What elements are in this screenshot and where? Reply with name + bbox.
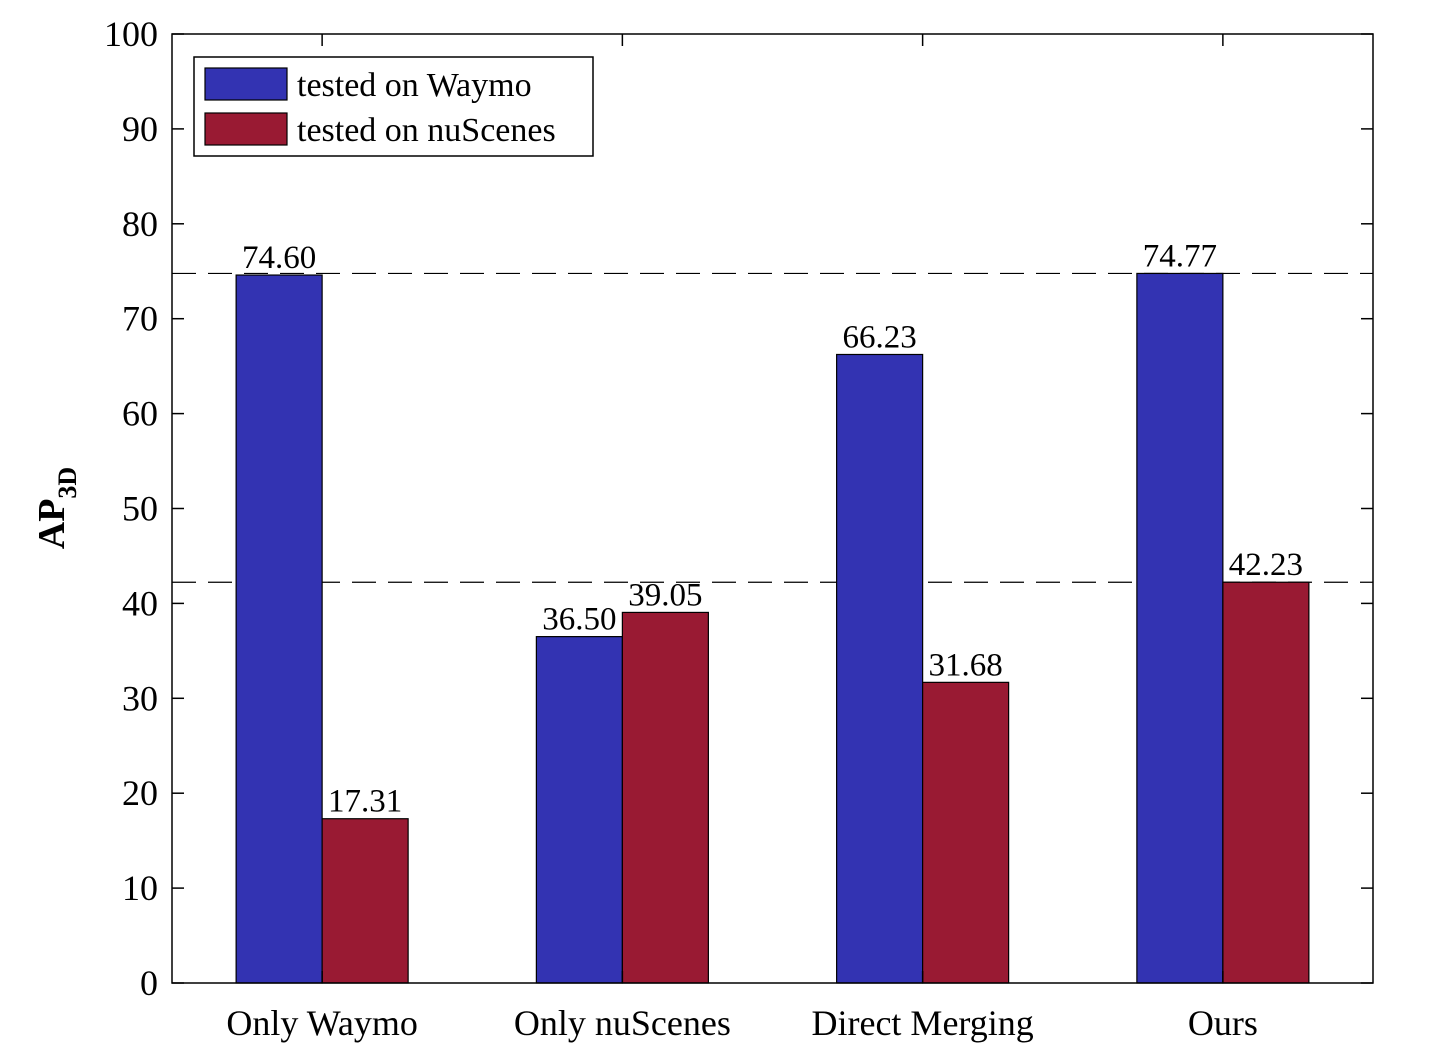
y-tick-label: 50 <box>122 489 158 529</box>
bar-nuscenes-1 <box>621 611 709 984</box>
data-label: 42.23 <box>1229 547 1303 583</box>
y-tick-label: 60 <box>122 394 158 434</box>
y-axis-title-main: AP <box>31 499 73 550</box>
bars-group <box>235 272 1310 984</box>
bar-waymo-2 <box>836 353 924 984</box>
legend: tested on Waymo tested on nuScenes <box>193 56 594 157</box>
data-label: 74.60 <box>242 240 316 276</box>
bar-nuscenes-0 <box>321 818 409 984</box>
data-label: 31.68 <box>929 647 1003 683</box>
y-axis-title-subscript: 3D <box>53 467 82 499</box>
y-axis-ticks: 0 10 20 30 40 50 60 70 80 90 100 <box>104 14 1373 1003</box>
y-tick-label: 0 <box>140 963 158 1003</box>
y-tick-label: 80 <box>122 204 158 244</box>
bar-waymo-1 <box>535 636 623 984</box>
y-axis-title: AP3D <box>31 467 82 549</box>
y-tick-label: 70 <box>122 299 158 339</box>
data-label: 74.77 <box>1143 238 1217 274</box>
y-axis-label: AP3D <box>31 467 82 549</box>
x-tick-label: Ours <box>1188 1003 1258 1043</box>
x-tick-label: Only Waymo <box>226 1003 417 1043</box>
bar-nuscenes-2 <box>922 681 1010 984</box>
y-tick-label: 10 <box>122 868 158 908</box>
data-label: 17.31 <box>328 784 402 820</box>
data-label: 36.50 <box>542 602 616 638</box>
bar-waymo-3 <box>1136 272 1224 984</box>
y-tick-label: 100 <box>104 14 158 54</box>
data-label: 39.05 <box>628 577 702 613</box>
legend-swatch-1 <box>204 112 288 146</box>
reference-lines <box>172 272 1373 583</box>
y-tick-label: 30 <box>122 678 158 718</box>
x-tick-label: Direct Merging <box>811 1003 1033 1043</box>
y-tick-label: 90 <box>122 109 158 149</box>
y-tick-label: 40 <box>122 583 158 623</box>
legend-entry-1: tested on nuScenes <box>297 112 556 149</box>
legend-entry-0: tested on Waymo <box>297 67 532 104</box>
legend-swatch-0 <box>204 67 288 101</box>
bar-nuscenes-3 <box>1222 581 1310 984</box>
data-label: 66.23 <box>843 319 917 355</box>
x-tick-label: Only nuScenes <box>514 1003 731 1043</box>
y-tick-label: 20 <box>122 773 158 813</box>
bar-value-labels: 74.60 17.31 36.50 39.05 66.23 31.68 74.77 42.23 <box>242 238 1303 819</box>
bar-waymo-0 <box>235 274 323 984</box>
x-axis-ticks: Only Waymo Only nuScenes Direct Merging Our… <box>226 34 1258 1043</box>
